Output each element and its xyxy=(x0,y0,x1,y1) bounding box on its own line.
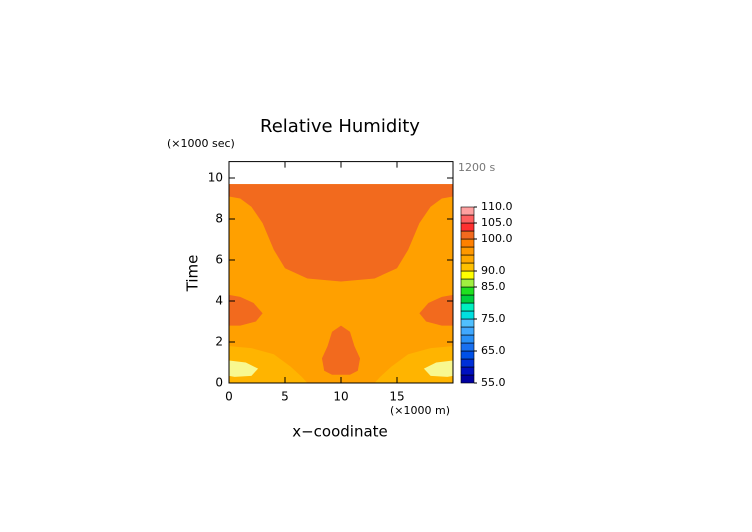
contour-region xyxy=(423,360,453,377)
contour-region xyxy=(419,294,453,326)
colorbar-box xyxy=(460,342,475,352)
contour-region xyxy=(229,360,259,377)
colorbar-box xyxy=(460,206,475,216)
colorbar-box xyxy=(460,262,475,272)
x-tick-label: 10 xyxy=(333,390,348,404)
colorbar-box xyxy=(460,222,475,232)
colorbar-box xyxy=(460,366,475,376)
chart-title: Relative Humidity xyxy=(260,116,420,137)
contour-region xyxy=(229,184,453,282)
colorbar-box xyxy=(460,358,475,368)
colorbar-tick-label: 90.0 xyxy=(481,264,506,277)
colorbar-box xyxy=(460,374,475,384)
x-tick-label: 5 xyxy=(281,390,289,404)
y-tick-label: 4 xyxy=(215,294,223,308)
colorbar-box xyxy=(460,302,475,312)
annotation: 1200 s xyxy=(458,161,495,174)
colorbar-tick-label: 65.0 xyxy=(481,344,506,357)
colorbar-box xyxy=(460,230,475,240)
colorbar-box xyxy=(460,326,475,336)
colorbar-tick-label: 55.0 xyxy=(481,376,506,389)
colorbar-box xyxy=(460,246,475,256)
colorbar-box xyxy=(460,278,475,288)
contour-region xyxy=(321,325,361,375)
y-tick-label: 2 xyxy=(215,335,223,349)
colorbar-box xyxy=(460,334,475,344)
colorbar-box xyxy=(460,286,475,296)
colorbar-tick-label: 100.0 xyxy=(481,232,513,245)
x-tick-label: 0 xyxy=(225,390,233,404)
colorbar-box xyxy=(460,254,475,264)
y-tick-label: 10 xyxy=(208,171,223,185)
colorbar-box xyxy=(460,270,475,280)
colorbar-tick-label: 75.0 xyxy=(481,312,506,325)
y-unit: (×1000 sec) xyxy=(167,137,235,150)
contour-region xyxy=(229,294,263,326)
colorbar-box xyxy=(460,214,475,224)
y-axis-label: Time xyxy=(184,255,202,293)
colorbar-box xyxy=(460,310,475,320)
colorbar-tick-label: 105.0 xyxy=(481,216,513,229)
x-axis-label: x−coodinate xyxy=(292,423,388,441)
x-unit: (×1000 m) xyxy=(390,404,450,417)
y-tick-label: 8 xyxy=(215,212,223,226)
colorbar-box xyxy=(460,294,475,304)
colorbar-tick-label: 85.0 xyxy=(481,280,506,293)
colorbar-tick-label: 110.0 xyxy=(481,200,513,213)
x-tick-label: 15 xyxy=(389,390,404,404)
y-tick-label: 0 xyxy=(215,376,223,390)
colorbar-box xyxy=(460,318,475,328)
y-tick-label: 6 xyxy=(215,253,223,267)
colorbar-box xyxy=(460,238,475,248)
colorbar-box xyxy=(460,350,475,360)
